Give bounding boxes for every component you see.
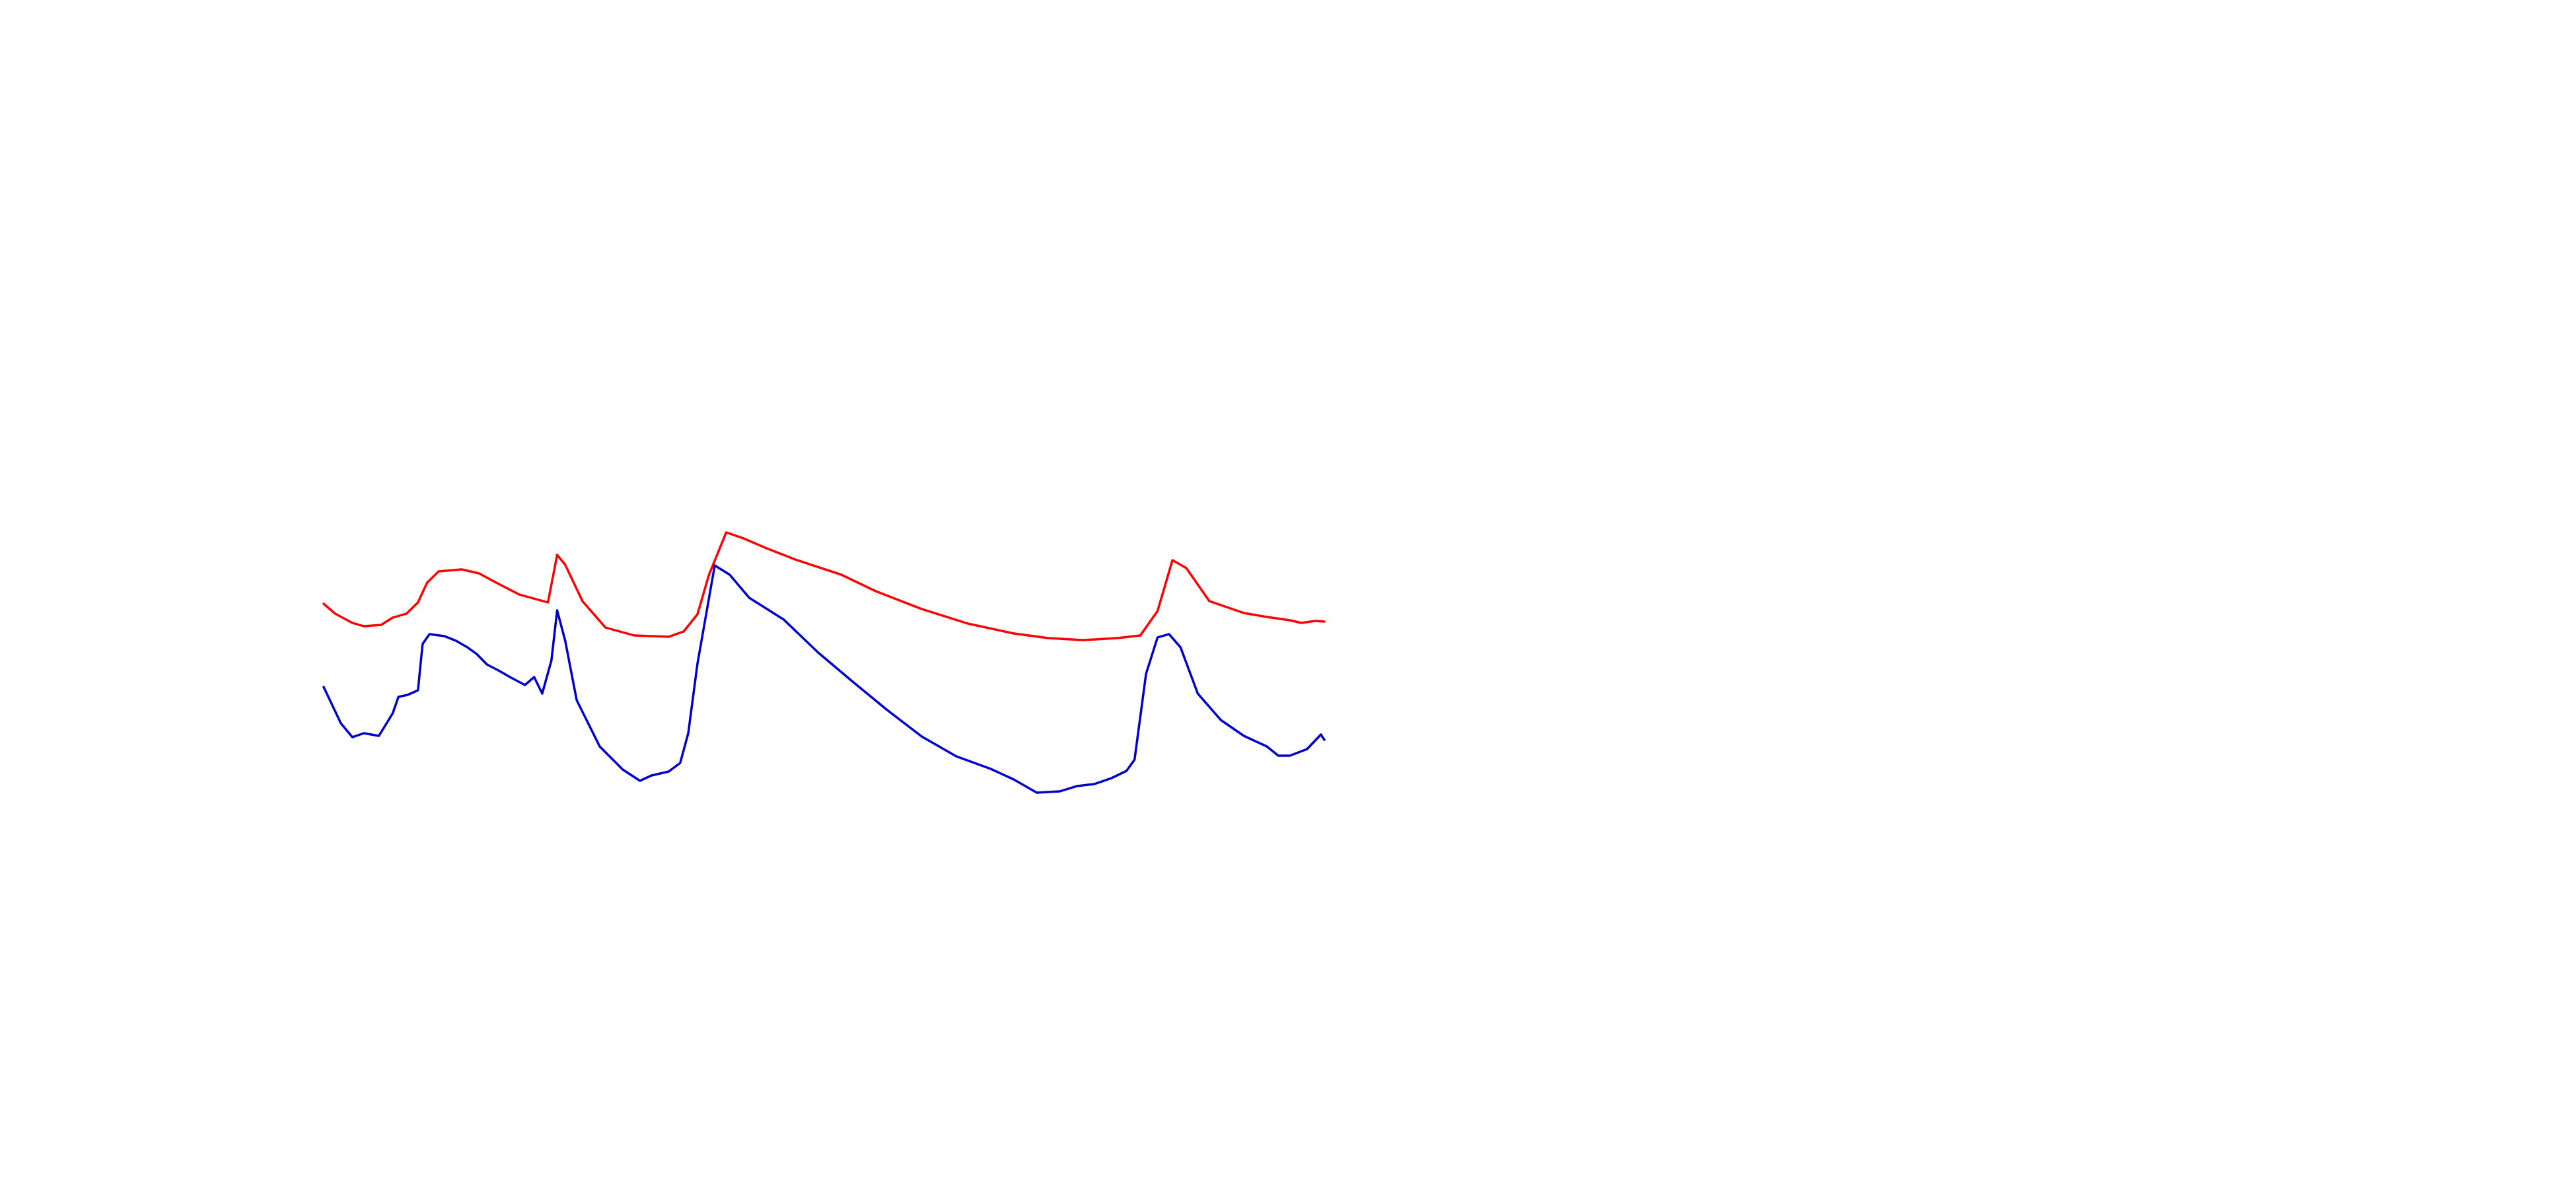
series-line-2 [322, 564, 1326, 794]
series-line-1 [322, 531, 1326, 641]
series-layer [322, 531, 1326, 794]
